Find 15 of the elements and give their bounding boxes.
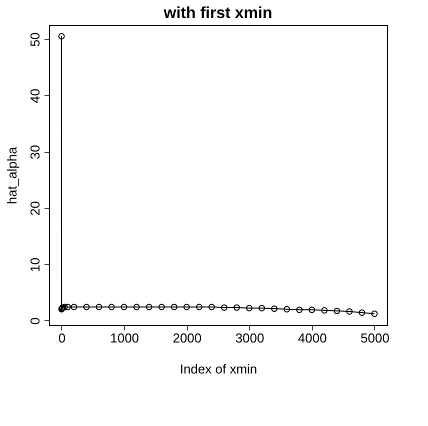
- y-tick-label: 0: [28, 317, 42, 325]
- x-axis-title: Index of xmin: [180, 362, 258, 376]
- x-tick-label: 1000: [110, 330, 140, 346]
- y-tick-label: 10: [28, 257, 42, 272]
- x-tick-label: 2000: [172, 330, 202, 346]
- x-tick-label: 5000: [360, 330, 390, 346]
- y-tick-label: 40: [28, 88, 42, 104]
- x-tick-label: 3000: [235, 330, 264, 346]
- x-tick-label: 4000: [298, 330, 327, 346]
- y-tick-label: 20: [28, 201, 42, 216]
- y-tick-label: 30: [28, 144, 42, 160]
- x-tick-label: 0: [58, 330, 66, 346]
- y-tick-label: 50: [28, 32, 42, 47]
- chart-title: with first xmin: [162, 5, 272, 22]
- y-axis-title: hat_alpha: [4, 146, 20, 204]
